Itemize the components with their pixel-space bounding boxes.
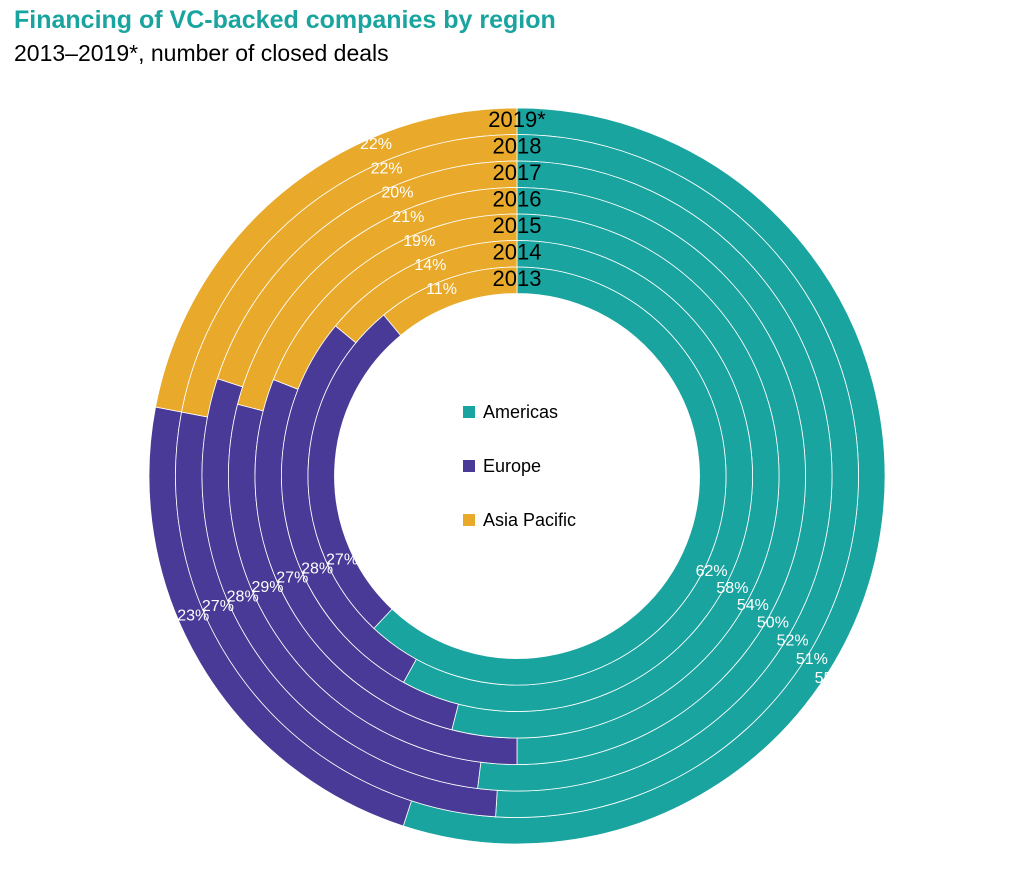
- ring-segment-asia-pacific-2013: [383, 266, 518, 336]
- data-label-europe-2018: 27%: [202, 598, 234, 615]
- data-label-americas-2015: 54%: [737, 597, 769, 614]
- data-label-asia-pacific-2014: 14%: [414, 257, 446, 274]
- data-label-asia-pacific-2016: 21%: [392, 209, 424, 226]
- data-label-europe-2013: 27%: [326, 551, 358, 568]
- data-label-asia-pacific-2018: 22%: [371, 160, 403, 177]
- ring-year-label-2017: 2017: [493, 160, 542, 185]
- data-label-americas-2016: 50%: [757, 614, 789, 631]
- legend-swatch-europe: [463, 460, 475, 472]
- chart-title: Financing of VC-backed companies by regi…: [14, 6, 556, 34]
- data-label-americas-2019: 55%: [815, 670, 847, 687]
- ring-year-label-2019: 2019*: [488, 107, 546, 132]
- data-label-europe-2016: 29%: [251, 579, 283, 596]
- data-label-europe-2014: 28%: [301, 560, 333, 577]
- ring-year-label-2013: 2013: [493, 266, 542, 291]
- legend-item-europe: Europe: [463, 452, 576, 480]
- data-label-asia-pacific-2019: 22%: [360, 136, 392, 153]
- data-label-americas-2018: 51%: [796, 651, 828, 668]
- legend-label-americas: Americas: [483, 401, 559, 422]
- data-label-asia-pacific-2017: 20%: [381, 185, 413, 202]
- legend-item-asia-pacific: Asia Pacific: [463, 506, 576, 534]
- data-label-americas-2017: 52%: [777, 633, 809, 650]
- ring-year-label-2014: 2014: [493, 240, 542, 265]
- data-label-americas-2014: 58%: [716, 580, 748, 597]
- legend-label-asia-pacific: Asia Pacific: [483, 509, 577, 530]
- ring-year-label-2015: 2015: [493, 213, 542, 238]
- legend-item-americas: Americas: [463, 398, 576, 426]
- chart-subtitle: 2013–2019*, number of closed deals: [14, 40, 389, 66]
- chart-legend: Americas Europe Asia Pacific: [463, 398, 576, 560]
- data-label-europe-2019: 23%: [177, 607, 209, 624]
- legend-label-europe: Europe: [483, 455, 542, 476]
- ring-segment-americas-2013: [373, 266, 727, 686]
- data-label-asia-pacific-2013: 11%: [426, 281, 457, 298]
- legend-swatch-asia-pacific: [463, 514, 475, 526]
- ring-year-label-2016: 2016: [493, 187, 542, 212]
- data-label-asia-pacific-2015: 19%: [403, 233, 435, 250]
- legend-swatch-americas: [463, 406, 475, 418]
- data-label-europe-2017: 28%: [227, 588, 259, 605]
- data-label-europe-2015: 27%: [276, 570, 308, 587]
- ring-year-label-2018: 2018: [493, 134, 542, 159]
- data-label-americas-2013: 62%: [696, 563, 728, 580]
